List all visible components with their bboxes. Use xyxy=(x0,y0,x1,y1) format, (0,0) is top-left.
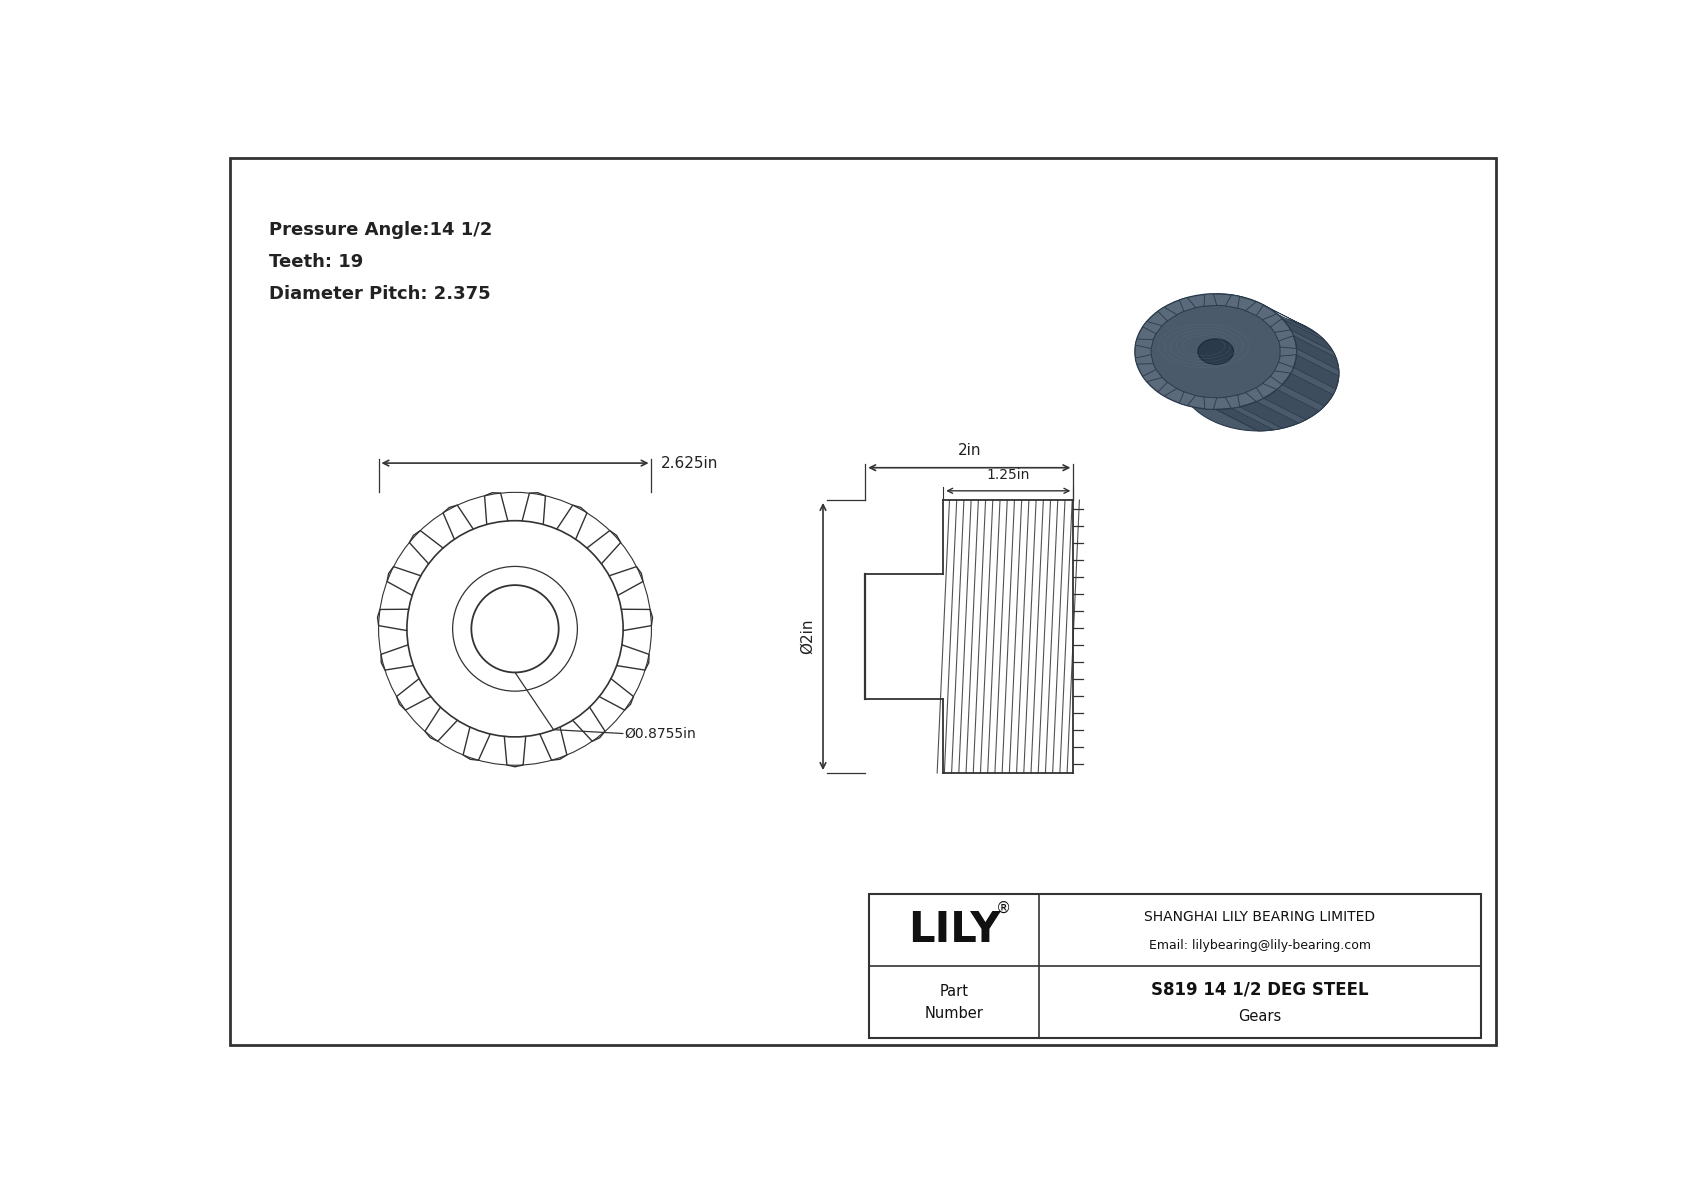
Polygon shape xyxy=(1135,355,1154,364)
Text: Pressure Angle:14 1/2: Pressure Angle:14 1/2 xyxy=(269,220,492,238)
Polygon shape xyxy=(1246,387,1263,401)
Polygon shape xyxy=(1297,349,1339,376)
Polygon shape xyxy=(1280,347,1297,356)
Text: Teeth: 19: Teeth: 19 xyxy=(269,252,362,272)
Polygon shape xyxy=(1290,368,1335,394)
Polygon shape xyxy=(1216,294,1339,431)
Polygon shape xyxy=(1204,294,1218,306)
Text: S819 14 1/2 DEG STEEL: S819 14 1/2 DEG STEEL xyxy=(1150,981,1369,999)
Text: 2in: 2in xyxy=(958,443,982,459)
Polygon shape xyxy=(1256,398,1305,423)
Ellipse shape xyxy=(1135,294,1297,410)
Polygon shape xyxy=(1246,301,1263,316)
Polygon shape xyxy=(1226,295,1239,308)
Text: Email: lilybearing@lily-bearing.com: Email: lilybearing@lily-bearing.com xyxy=(1148,940,1371,952)
Polygon shape xyxy=(1276,313,1324,341)
Polygon shape xyxy=(1226,395,1239,409)
Polygon shape xyxy=(1179,392,1196,406)
Text: 1.25in: 1.25in xyxy=(987,468,1031,481)
Polygon shape xyxy=(1256,301,1305,326)
Polygon shape xyxy=(1143,322,1162,333)
Polygon shape xyxy=(1159,382,1177,397)
Text: 2.625in: 2.625in xyxy=(660,456,717,470)
Polygon shape xyxy=(1179,298,1196,311)
Polygon shape xyxy=(1231,407,1282,430)
Polygon shape xyxy=(1275,362,1293,373)
Polygon shape xyxy=(1159,307,1177,320)
Polygon shape xyxy=(1263,313,1282,328)
Polygon shape xyxy=(1143,369,1162,382)
Text: Diameter Pitch: 2.375: Diameter Pitch: 2.375 xyxy=(269,286,490,304)
Bar xyxy=(869,894,1480,1039)
Polygon shape xyxy=(1276,385,1324,411)
Ellipse shape xyxy=(1152,305,1280,398)
Text: Ø2in: Ø2in xyxy=(800,619,815,654)
Text: ®: ® xyxy=(997,902,1012,916)
Polygon shape xyxy=(1275,330,1293,341)
Text: Ø0.8755in: Ø0.8755in xyxy=(625,727,695,741)
Polygon shape xyxy=(1231,295,1282,318)
Polygon shape xyxy=(1204,397,1218,410)
Text: Gears: Gears xyxy=(1238,1009,1282,1023)
Ellipse shape xyxy=(1197,339,1233,364)
Text: LILY: LILY xyxy=(908,909,1000,952)
Ellipse shape xyxy=(1177,316,1339,431)
Text: SHANGHAI LILY BEARING LIMITED: SHANGHAI LILY BEARING LIMITED xyxy=(1143,910,1376,924)
Polygon shape xyxy=(1135,339,1154,349)
Polygon shape xyxy=(1290,330,1335,357)
Polygon shape xyxy=(1263,376,1282,389)
Text: Part
Number: Part Number xyxy=(925,984,983,1021)
